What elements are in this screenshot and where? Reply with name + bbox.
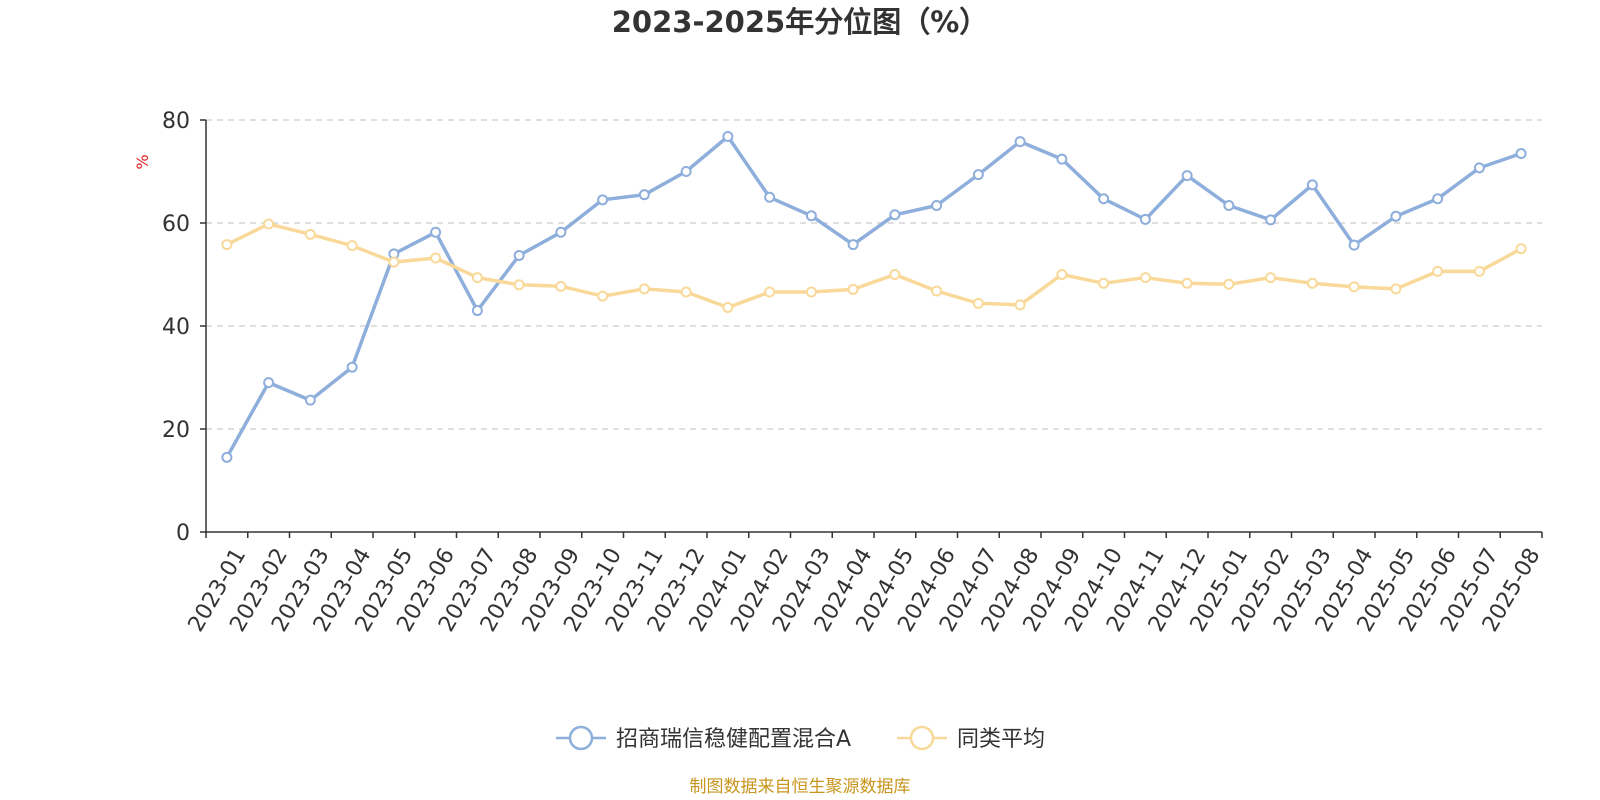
data-point[interactable] — [638, 189, 650, 201]
data-point[interactable] — [764, 286, 776, 298]
data-point[interactable] — [1265, 214, 1277, 226]
series-2 — [221, 218, 1527, 313]
data-point[interactable] — [1515, 243, 1527, 255]
data-point[interactable] — [430, 226, 442, 238]
y-tick-label: 60 — [162, 212, 190, 237]
data-point[interactable] — [1139, 272, 1151, 284]
series-lines — [221, 130, 1527, 463]
data-point[interactable] — [1098, 193, 1110, 205]
data-point[interactable] — [513, 279, 525, 291]
data-point[interactable] — [722, 130, 734, 142]
data-point[interactable] — [847, 283, 859, 295]
data-point[interactable] — [1348, 239, 1360, 251]
data-point[interactable] — [263, 218, 275, 230]
data-point[interactable] — [346, 240, 358, 252]
data-point[interactable] — [889, 269, 901, 280]
data-point[interactable] — [221, 239, 233, 251]
data-point[interactable] — [1223, 199, 1235, 211]
data-point[interactable] — [1390, 283, 1402, 295]
chart-title: 2023-2025年分位图（%） — [612, 5, 989, 39]
data-point[interactable] — [1515, 147, 1527, 159]
y-tick-label: 20 — [162, 418, 190, 443]
data-point[interactable] — [680, 286, 692, 298]
legend[interactable]: 招商瑞信稳健配置混合A 同类平均 — [556, 725, 1045, 752]
legend-item[interactable]: 招商瑞信稳健配置混合A — [556, 725, 851, 752]
data-point[interactable] — [304, 394, 316, 406]
axes: 0204060802023-012023-022023-032023-04202… — [162, 109, 1545, 636]
data-point[interactable] — [1014, 136, 1026, 148]
data-point[interactable] — [1306, 179, 1318, 191]
data-point[interactable] — [1265, 272, 1277, 284]
data-point[interactable] — [1306, 277, 1318, 289]
y-axis-unit-label: % — [133, 154, 152, 169]
legend-label: 同类平均 — [957, 727, 1045, 752]
data-point[interactable] — [1181, 170, 1193, 182]
data-point[interactable] — [304, 228, 316, 240]
data-point[interactable] — [847, 239, 859, 251]
data-point[interactable] — [889, 209, 901, 221]
data-point[interactable] — [1181, 277, 1193, 289]
data-point[interactable] — [931, 199, 943, 211]
data-point[interactable] — [1056, 269, 1068, 280]
data-point[interactable] — [555, 226, 567, 238]
data-point[interactable] — [430, 252, 442, 264]
series-1 — [221, 130, 1527, 463]
data-point[interactable] — [1098, 277, 1110, 289]
legend-item[interactable]: 同类平均 — [897, 725, 1045, 752]
y-tick-label: 40 — [162, 315, 190, 340]
data-point[interactable] — [972, 169, 984, 181]
data-point[interactable] — [388, 256, 400, 268]
y-tick-label: 80 — [162, 109, 190, 134]
y-tick-label: 0 — [176, 521, 190, 546]
grid-lines — [206, 119, 1542, 430]
legend-label: 招商瑞信稳健配置混合A — [616, 727, 851, 752]
data-point[interactable] — [263, 377, 275, 389]
data-point[interactable] — [638, 283, 650, 295]
data-point[interactable] — [805, 210, 817, 222]
source-note: 制图数据来自恒生聚源数据库 — [690, 777, 911, 797]
data-point[interactable] — [471, 305, 483, 317]
data-point[interactable] — [1432, 265, 1444, 277]
data-point[interactable] — [805, 286, 817, 298]
data-point[interactable] — [1014, 299, 1026, 311]
data-point[interactable] — [1390, 210, 1402, 222]
series-line — [226, 222, 1522, 310]
data-point[interactable] — [1056, 153, 1068, 165]
data-point[interactable] — [1348, 281, 1360, 293]
series-line — [225, 134, 1522, 459]
data-point[interactable] — [931, 285, 943, 297]
data-point[interactable] — [1432, 193, 1444, 205]
data-point[interactable] — [1473, 265, 1485, 277]
data-point[interactable] — [680, 166, 692, 177]
data-point[interactable] — [221, 451, 233, 463]
data-point[interactable] — [513, 249, 525, 261]
data-point[interactable] — [555, 280, 567, 292]
data-point[interactable] — [471, 272, 483, 284]
data-point[interactable] — [597, 290, 609, 302]
data-point[interactable] — [1223, 278, 1235, 290]
data-point[interactable] — [346, 361, 358, 373]
legend-marker-icon — [568, 725, 594, 751]
data-point[interactable] — [722, 301, 734, 313]
data-point[interactable] — [1473, 162, 1485, 174]
data-point[interactable] — [597, 194, 609, 206]
data-point[interactable] — [972, 297, 984, 309]
legend-marker-icon — [909, 725, 935, 751]
data-point[interactable] — [1139, 213, 1151, 225]
data-point[interactable] — [764, 191, 776, 203]
